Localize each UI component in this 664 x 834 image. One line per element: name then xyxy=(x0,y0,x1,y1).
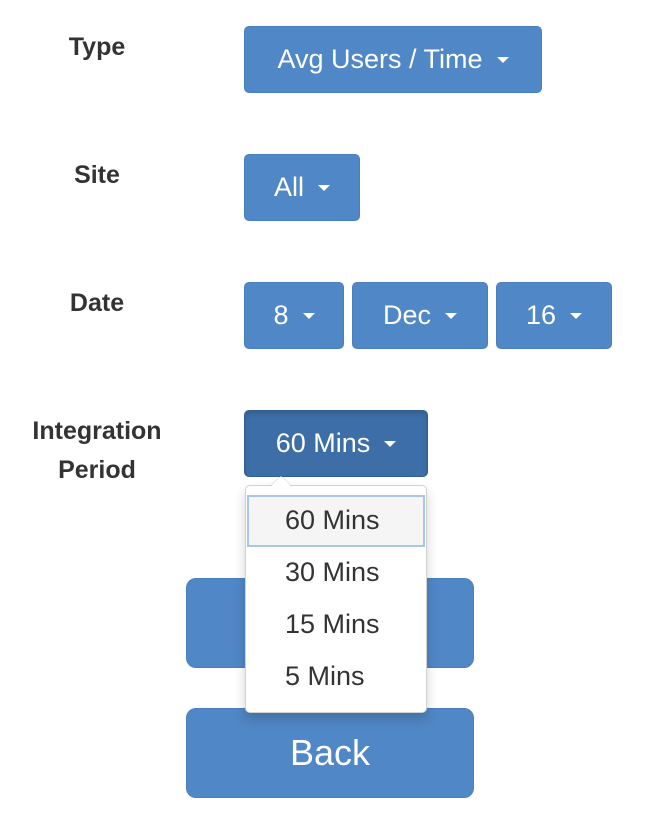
menu-item-5-mins[interactable]: 5 Mins xyxy=(285,661,365,691)
back-button[interactable]: Back xyxy=(186,708,474,798)
caret-down-icon xyxy=(445,312,457,319)
date-day-value: 8 xyxy=(273,300,289,330)
site-dropdown[interactable]: All xyxy=(244,154,360,221)
integration-label-line2: Period xyxy=(58,456,136,484)
type-dropdown[interactable]: Avg Users / Time xyxy=(244,26,542,93)
date-day-dropdown[interactable]: 8 xyxy=(244,282,344,349)
integration-period-menu: 60 Mins 30 Mins 15 Mins 5 Mins xyxy=(245,475,427,713)
date-year-dropdown[interactable]: 16 xyxy=(496,282,612,349)
caret-down-icon xyxy=(384,440,397,447)
date-month-dropdown[interactable]: Dec xyxy=(352,282,488,349)
back-button-label: Back xyxy=(289,732,371,773)
menu-item-15-mins[interactable]: 15 Mins xyxy=(285,609,380,639)
integration-period-label: Integration Period xyxy=(2,412,192,490)
type-dropdown-value: Avg Users / Time xyxy=(277,44,483,74)
caret-down-icon xyxy=(570,312,583,319)
integration-period-dropdown[interactable]: 60 Mins xyxy=(244,410,428,477)
date-label: Date xyxy=(69,289,125,317)
integration-label-line1: Integration xyxy=(32,417,162,445)
caret-down-icon xyxy=(318,184,330,191)
type-label: Type xyxy=(68,33,126,61)
date-year-value: 16 xyxy=(525,300,557,330)
caret-down-icon xyxy=(302,312,315,319)
site-label: Site xyxy=(74,161,120,189)
menu-pointer-fill xyxy=(271,476,291,486)
date-month-value: Dec xyxy=(382,300,431,330)
site-dropdown-value: All xyxy=(273,172,304,202)
caret-down-icon xyxy=(496,56,509,63)
integration-period-value: 60 Mins xyxy=(275,428,371,458)
menu-item-60-mins[interactable]: 60 Mins xyxy=(247,495,425,547)
menu-item-30-mins[interactable]: 30 Mins xyxy=(285,557,380,587)
